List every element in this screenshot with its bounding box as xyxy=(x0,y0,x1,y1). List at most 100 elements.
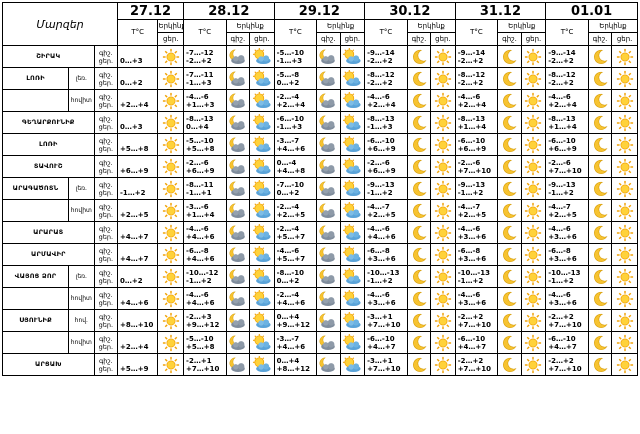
cloud-moon-icon xyxy=(319,181,336,196)
temperature-cell: -8…-13 +1…+4 xyxy=(545,111,589,134)
sky-header: Երկինք xyxy=(497,19,547,33)
moon-icon xyxy=(594,159,608,174)
day-temperature: +8…+12 xyxy=(276,364,310,373)
temperature-cell: -6…-8 +3…+6 xyxy=(364,243,408,266)
night-day-labels: գիշ. ցեր. xyxy=(93,287,119,310)
temperature-cell: -6…-10 +6…+9 xyxy=(454,133,499,156)
cloud-moon-icon xyxy=(319,357,336,372)
partly-sunny-icon xyxy=(343,333,361,350)
partly-sunny-icon xyxy=(339,89,366,112)
night-temperature: -4…-6 xyxy=(457,224,481,233)
moon-icon xyxy=(503,93,517,108)
moon-icon xyxy=(497,331,522,354)
cloud-moon-icon xyxy=(225,199,251,222)
cloud-moon-icon xyxy=(319,71,336,86)
day-temperature: -1…+2 xyxy=(548,188,574,197)
partly-sunny-icon xyxy=(252,245,271,262)
night-temperature: -3…-6 xyxy=(186,202,209,211)
day-temperature: +2…+5 xyxy=(276,210,306,219)
day-temperature: 0…+2 xyxy=(276,78,300,87)
temperature-cell: +4…+7 xyxy=(117,221,159,244)
night-temperature: -2…-4 xyxy=(276,290,300,299)
day-temperature: +2…+5 xyxy=(120,210,149,219)
moon-icon xyxy=(503,49,517,64)
day-temperature: +6…+9 xyxy=(120,166,149,175)
sun-icon xyxy=(430,353,456,376)
partly-sunny-icon xyxy=(249,353,275,376)
sun-icon xyxy=(162,334,179,351)
day-temperature: -2…+2 xyxy=(457,78,484,87)
temperature-cell: -4…-6 +4…+6 xyxy=(183,287,227,310)
cloud-moon-icon xyxy=(316,111,341,134)
region-row: ԱՐԱԳԱԾՈՏՆ լեռ. գիշ. ցեր. -1…+2 -8…-11 -1…+1 -7…… xyxy=(1,177,638,200)
temperature-cell: -4…-6 +4…+6 xyxy=(364,221,408,244)
sun-icon xyxy=(525,268,542,285)
moon-icon xyxy=(413,335,427,350)
day-header: ցեր. xyxy=(430,32,456,46)
sun-icon xyxy=(616,334,633,351)
date-header: 01.01 xyxy=(545,2,638,20)
night-temperature: -5…-10 xyxy=(186,136,214,145)
moon-icon xyxy=(406,199,432,222)
night-label: գիշ. xyxy=(98,48,113,57)
moon-icon xyxy=(413,159,427,174)
moon-icon xyxy=(503,357,517,372)
sun-icon xyxy=(162,158,179,175)
sun-icon xyxy=(525,136,542,153)
night-temperature: -4…-6 xyxy=(548,290,571,299)
night-day-labels: գիշ. ցեր. xyxy=(93,89,119,112)
partly-sunny-icon xyxy=(343,47,361,64)
moon-icon xyxy=(503,137,517,152)
cloud-moon-icon xyxy=(316,199,341,222)
partly-sunny-icon xyxy=(249,45,275,68)
temperature-cell: -4…-6 +5…+7 xyxy=(273,243,318,266)
forecast-table: Մարզեր 27.12 28.12 29.12 30.12 31.12 01.… xyxy=(1,2,639,376)
night-temperature: -10…-12 xyxy=(186,268,219,277)
temperature-cell: -2…+1 +7…+10 xyxy=(183,353,227,376)
region-row: հովիտ գիշ. ցեր. +2…+4 -5…-10 +5…+8 -3…-7 +4…+6-… xyxy=(1,331,638,354)
night-temperature: -9…-14 xyxy=(457,48,486,57)
day-temperature: +4…+7 xyxy=(548,342,577,351)
temperature-cell: -2…+2 +7…+10 xyxy=(545,309,589,332)
night-temperature: -4…-6 xyxy=(276,246,300,255)
day-temperature: -2…+2 xyxy=(367,56,393,65)
cloud-moon-icon xyxy=(225,331,251,354)
night-temperature: -4…-6 xyxy=(186,224,209,233)
sun-icon xyxy=(430,221,456,244)
sun-icon xyxy=(434,202,452,219)
sun-icon xyxy=(162,92,179,109)
partly-sunny-icon xyxy=(252,113,271,130)
day-temperature: +6…+9 xyxy=(548,144,577,153)
sun-icon xyxy=(616,136,633,153)
night-temperature: -2…-6 xyxy=(367,158,390,167)
night-label: գիշ. xyxy=(98,202,113,211)
day-temperature: +7…+10 xyxy=(457,320,492,329)
partly-sunny-icon xyxy=(249,199,275,222)
night-day-labels: գիշ. ցեր. xyxy=(93,133,119,156)
cloud-moon-icon xyxy=(316,155,341,178)
moon-icon xyxy=(503,225,517,240)
moon-icon xyxy=(497,265,522,288)
day-temperature: -1…+2 xyxy=(367,276,393,285)
temperature-cell: -3…-6 +1…+4 xyxy=(183,199,227,222)
cloud-moon-icon xyxy=(319,93,336,108)
partly-sunny-icon xyxy=(339,243,366,266)
moon-icon xyxy=(413,357,427,372)
temperature-cell: -4…-6 +4…+6 xyxy=(183,221,227,244)
night-temperature: -5…-8 xyxy=(276,70,300,79)
sun-icon xyxy=(611,287,638,310)
sun-icon xyxy=(611,309,638,332)
partly-sunny-icon xyxy=(249,331,275,354)
cloud-moon-icon xyxy=(225,111,251,134)
day-temperature: 0…+2 xyxy=(276,276,300,285)
temperature-cell: -6…-8 +3…+6 xyxy=(545,243,589,266)
temperature-cell: -10…-13 -1…+2 xyxy=(364,265,408,288)
sun-icon xyxy=(162,48,179,65)
temperature-cell: -4…-7 +2…+5 xyxy=(364,199,408,222)
day-temperature: -1…+2 xyxy=(186,276,212,285)
temperature-cell: -5…-10 +5…+8 xyxy=(183,133,227,156)
moon-icon xyxy=(406,221,432,244)
sun-icon xyxy=(616,246,633,263)
temperature-cell: -6…-10 +6…+9 xyxy=(545,133,589,156)
moon-icon xyxy=(413,313,427,328)
